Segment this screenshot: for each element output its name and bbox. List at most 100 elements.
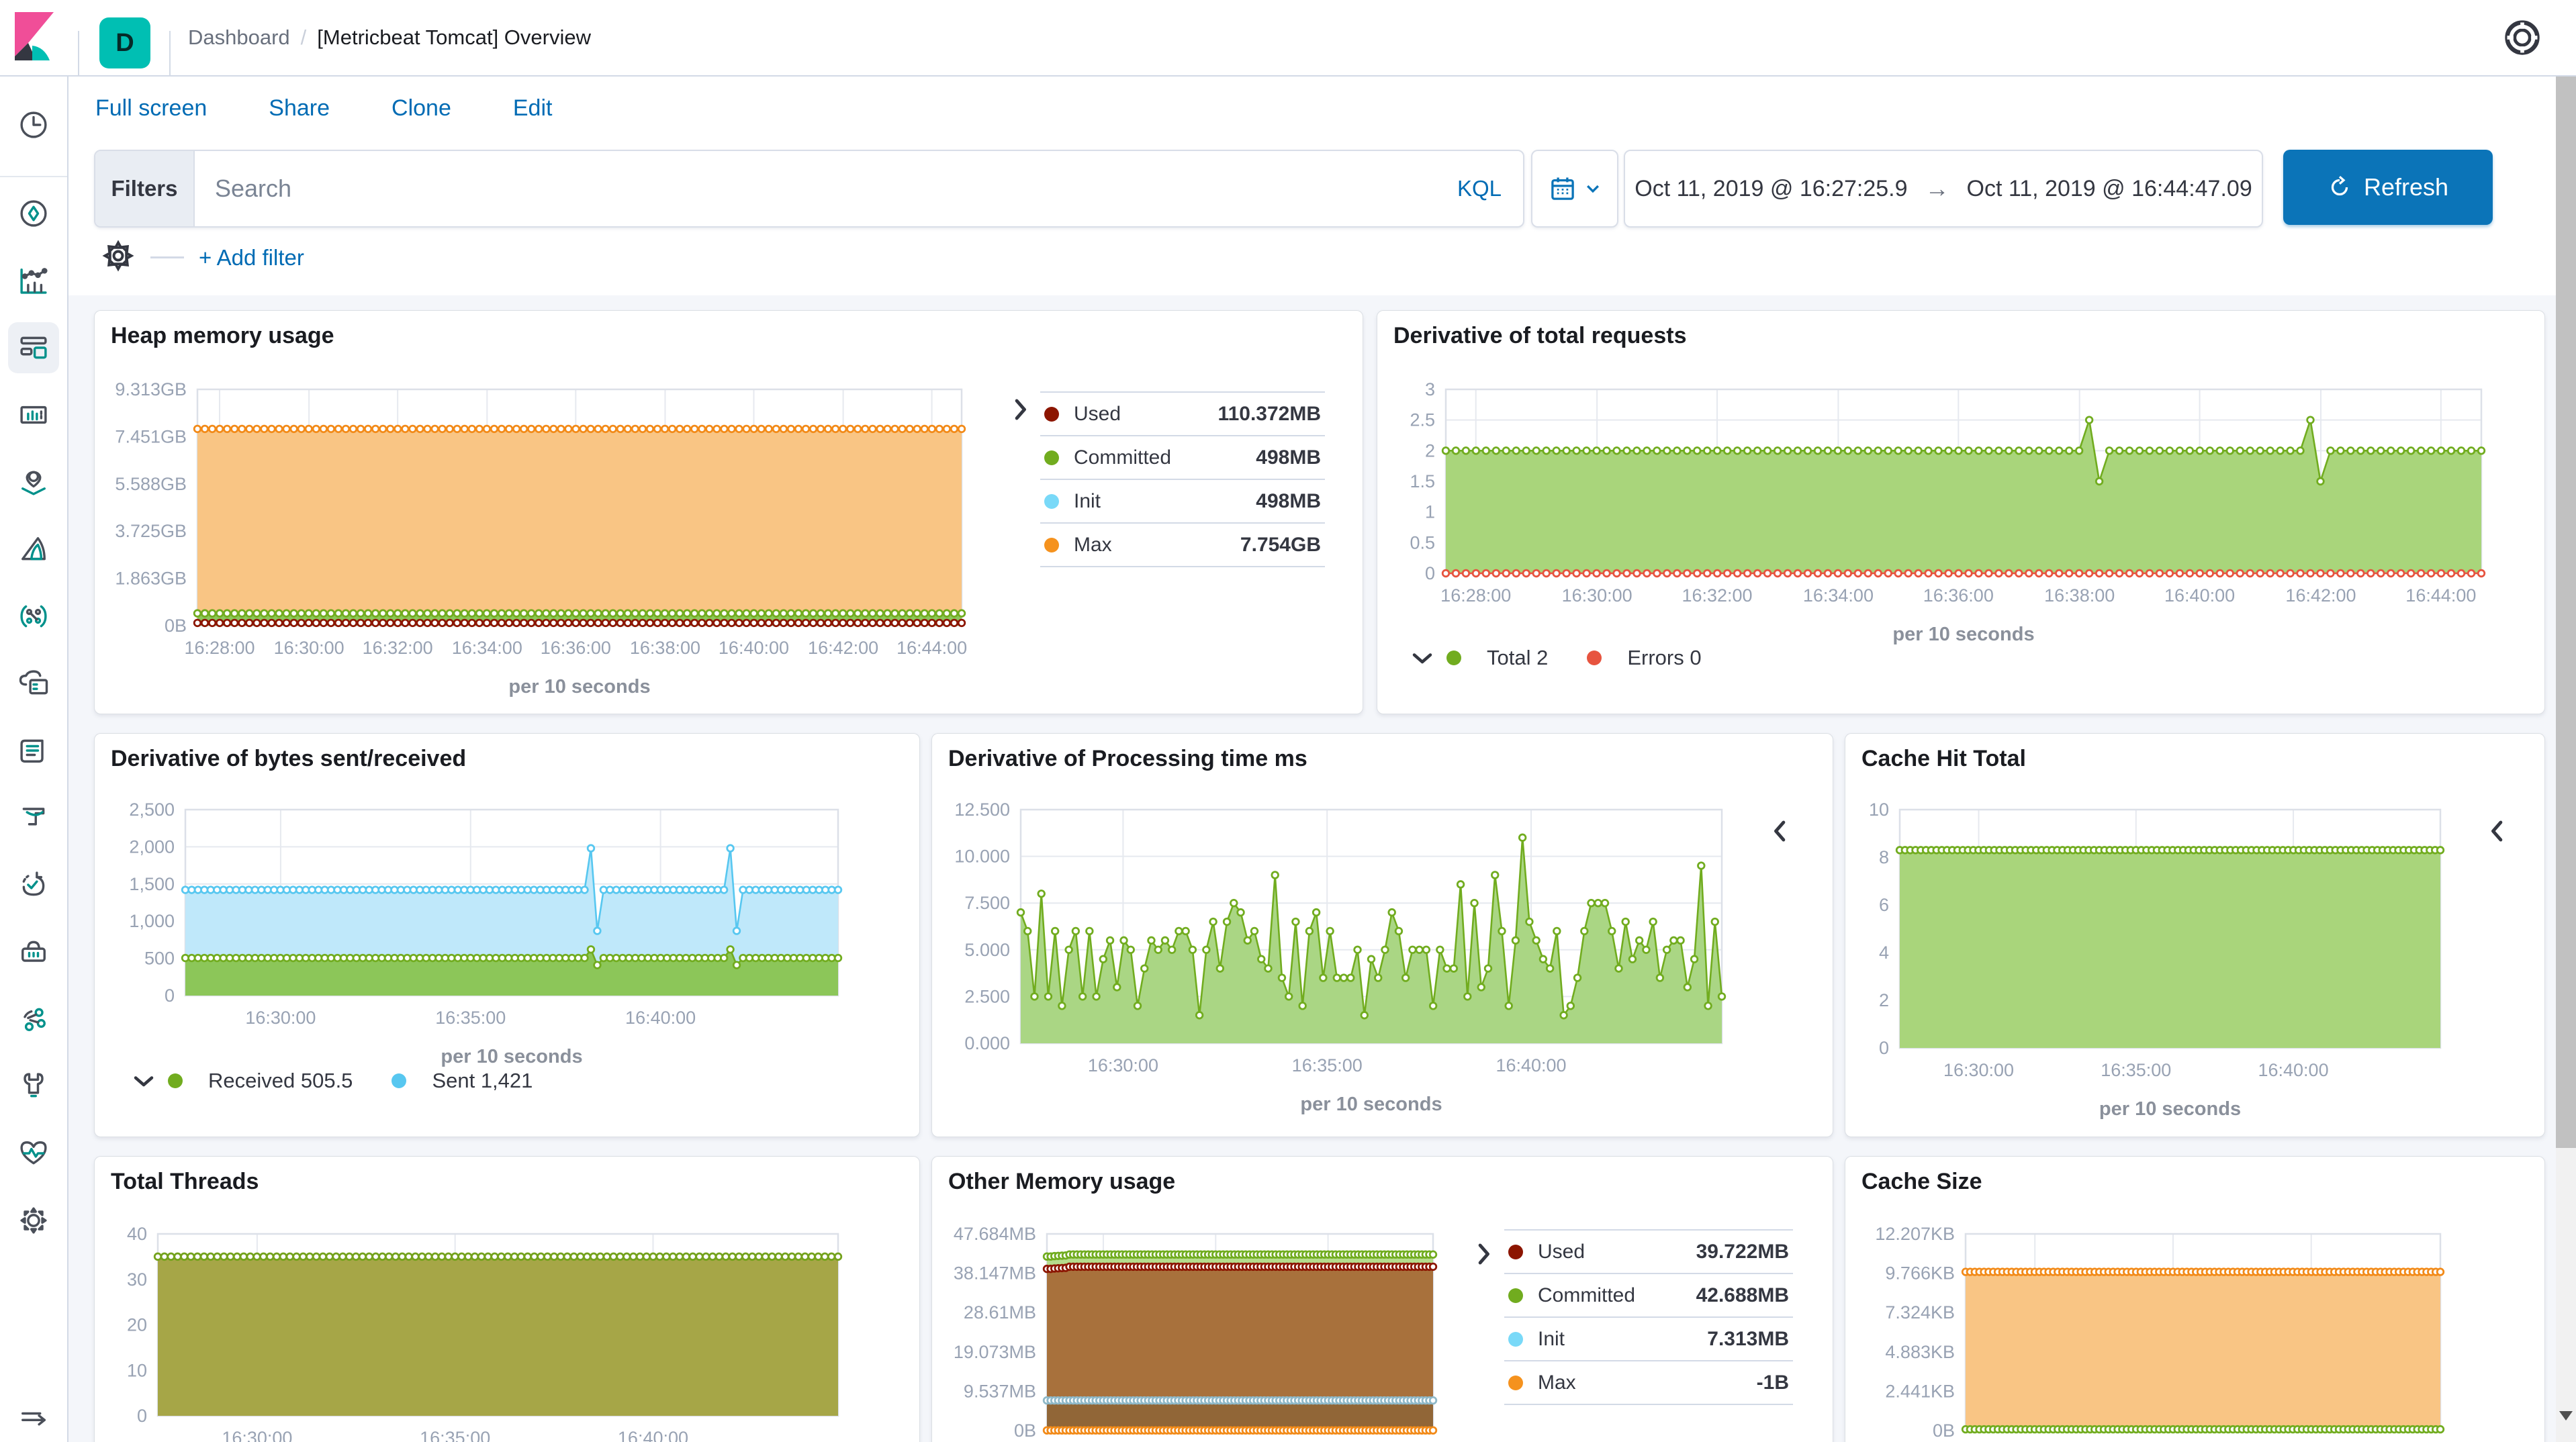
sidebar-item-discover[interactable] bbox=[8, 188, 59, 239]
svg-text:20: 20 bbox=[127, 1315, 147, 1335]
sidebar-item-graph[interactable] bbox=[8, 591, 59, 642]
legend-row-committed[interactable]: Committed 42.688MB bbox=[1504, 1273, 1793, 1316]
machine-learning-icon bbox=[16, 532, 51, 567]
svg-text:10: 10 bbox=[127, 1360, 147, 1380]
max-dot bbox=[1044, 538, 1059, 552]
gear-icon bbox=[16, 1203, 51, 1238]
edit-button[interactable]: Edit bbox=[513, 95, 553, 122]
svg-text:10: 10 bbox=[1869, 800, 1889, 820]
errors-dot bbox=[1587, 651, 1602, 665]
full-screen-button[interactable]: Full screen bbox=[95, 95, 207, 122]
svg-text:16:30:00: 16:30:00 bbox=[1088, 1055, 1158, 1075]
svg-text:16:34:00: 16:34:00 bbox=[452, 638, 522, 658]
svg-text:7.451GB: 7.451GB bbox=[115, 426, 187, 446]
time-range-start[interactable]: Oct 11, 2019 @ 16:27:25.9 bbox=[1635, 176, 1907, 202]
add-filter-button[interactable]: + Add filter bbox=[199, 245, 304, 271]
apm-icon bbox=[16, 800, 51, 835]
date-picker-button[interactable] bbox=[1531, 150, 1618, 228]
sidebar-item-machine-learning[interactable] bbox=[8, 524, 59, 575]
search-input[interactable] bbox=[195, 151, 1457, 226]
panel-title: Total Threads bbox=[111, 1169, 259, 1195]
svg-text:0B: 0B bbox=[1933, 1421, 1955, 1441]
svg-text:2,500: 2,500 bbox=[129, 800, 175, 820]
legend-label: Init bbox=[1538, 1328, 1707, 1351]
svg-text:2: 2 bbox=[1425, 440, 1435, 461]
chevron-down-icon bbox=[1584, 180, 1602, 197]
scrollbar-thumb[interactable] bbox=[2556, 54, 2576, 1148]
siem-lock-icon bbox=[16, 934, 51, 969]
share-button[interactable]: Share bbox=[269, 95, 330, 122]
legend-row-used[interactable]: Used 110.372MB bbox=[1040, 391, 1325, 435]
heap-legend: Used 110.372MB Committed 498MB Init 498M… bbox=[1040, 391, 1325, 567]
heap-legend-expand-chevron-right-icon[interactable] bbox=[1011, 396, 1029, 423]
sidebar-item-share-nodes[interactable] bbox=[8, 994, 59, 1045]
panel-title: Derivative of Processing time ms bbox=[948, 746, 1307, 772]
side-navigation bbox=[0, 75, 68, 1442]
sidebar-item-visualize[interactable] bbox=[8, 255, 59, 306]
sidebar-item-dashboard[interactable] bbox=[8, 322, 59, 373]
other-memory-legend-chevron-right-icon[interactable] bbox=[1475, 1241, 1492, 1267]
legend-item-errors[interactable]: Errors 0 bbox=[1587, 646, 1701, 670]
svg-text:47.684MB: 47.684MB bbox=[954, 1224, 1036, 1244]
svg-text:per 10 seconds: per 10 seconds bbox=[508, 676, 650, 698]
page-scrollbar[interactable] bbox=[2556, 0, 2576, 1442]
legend-row-max[interactable]: Max 7.754GB bbox=[1040, 522, 1325, 567]
svg-text:19.073MB: 19.073MB bbox=[954, 1342, 1036, 1362]
sidebar-item-management[interactable] bbox=[8, 1195, 59, 1246]
svg-text:3: 3 bbox=[1425, 379, 1435, 399]
panel-title: Heap memory usage bbox=[111, 323, 334, 349]
kql-selector[interactable]: KQL bbox=[1457, 151, 1523, 226]
svg-text:8: 8 bbox=[1879, 847, 1889, 867]
scrollbar-down-arrow-icon[interactable] bbox=[2559, 1411, 2573, 1421]
legend-row-max[interactable]: Max -1B bbox=[1504, 1360, 1793, 1405]
breadcrumb-current-page: [Metricbeat Tomcat] Overview bbox=[317, 26, 591, 50]
svg-text:28.61MB: 28.61MB bbox=[964, 1302, 1036, 1323]
cache-size-chart: 12.207KB9.766KB7.324KB4.883KB2.441KB0B16… bbox=[1966, 1234, 2440, 1431]
legend-row-committed[interactable]: Committed 498MB bbox=[1040, 435, 1325, 479]
svg-text:per 10 seconds: per 10 seconds bbox=[2099, 1098, 2241, 1120]
svg-text:6: 6 bbox=[1879, 895, 1889, 915]
breadcrumb-dashboard-link[interactable]: Dashboard bbox=[188, 26, 290, 50]
svg-text:0: 0 bbox=[1425, 563, 1435, 583]
sidebar-item-canvas[interactable] bbox=[8, 389, 59, 440]
sidebar-item-apm[interactable] bbox=[8, 792, 59, 843]
bar-chart-icon bbox=[16, 263, 51, 298]
sidebar-item-recently-viewed[interactable] bbox=[8, 99, 59, 150]
sidebar-collapse-button[interactable] bbox=[8, 1392, 59, 1442]
svg-text:16:28:00: 16:28:00 bbox=[1440, 585, 1511, 606]
time-range[interactable]: Oct 11, 2019 @ 16:27:25.9 → Oct 11, 2019… bbox=[1624, 150, 2263, 228]
filters-button[interactable]: Filters bbox=[95, 151, 195, 226]
clone-button[interactable]: Clone bbox=[392, 95, 451, 122]
filter-settings-gear-icon[interactable] bbox=[101, 238, 136, 277]
time-range-end[interactable]: Oct 11, 2019 @ 16:44:47.09 bbox=[1967, 176, 2252, 202]
refresh-button[interactable]: Refresh bbox=[2283, 150, 2493, 225]
svg-text:16:30:00: 16:30:00 bbox=[1562, 585, 1632, 606]
svg-text:16:35:00: 16:35:00 bbox=[2101, 1060, 2171, 1080]
legend-item-sent[interactable]: Sent 1,421 bbox=[392, 1069, 533, 1093]
legend-row-init[interactable]: Init 498MB bbox=[1040, 479, 1325, 522]
legend-row-init[interactable]: Init 7.313MB bbox=[1504, 1316, 1793, 1360]
sidebar-item-stack-monitoring[interactable] bbox=[8, 1128, 59, 1179]
svg-text:16:30:00: 16:30:00 bbox=[1943, 1060, 2014, 1080]
legend-collapse-chevron-down-icon[interactable] bbox=[132, 1072, 156, 1090]
legend-item-total[interactable]: Total 2 bbox=[1446, 646, 1548, 670]
sidebar-item-siem[interactable] bbox=[8, 926, 59, 977]
sidebar-item-maps[interactable] bbox=[8, 456, 59, 508]
committed-dot bbox=[1508, 1288, 1523, 1303]
processing-legend-chevron-left-icon[interactable] bbox=[1772, 818, 1789, 845]
sidebar-item-uptime[interactable] bbox=[8, 859, 59, 910]
svg-text:16:30:00: 16:30:00 bbox=[245, 1008, 316, 1028]
legend-collapse-chevron-down-icon[interactable] bbox=[1410, 649, 1434, 667]
legend-item-received[interactable]: Received 505.5 bbox=[168, 1069, 353, 1093]
space-avatar[interactable]: D bbox=[99, 17, 150, 68]
svg-text:1: 1 bbox=[1425, 502, 1435, 522]
svg-text:16:30:00: 16:30:00 bbox=[222, 1428, 292, 1442]
kibana-logo-icon[interactable] bbox=[15, 12, 54, 60]
sidebar-item-infrastructure[interactable] bbox=[8, 658, 59, 709]
legend-row-used[interactable]: Used 39.722MB bbox=[1504, 1229, 1793, 1273]
sidebar-item-logs[interactable] bbox=[8, 725, 59, 776]
svg-text:7.500: 7.500 bbox=[964, 893, 1010, 913]
cache-hit-legend-chevron-left-icon[interactable] bbox=[2489, 818, 2506, 845]
sidebar-item-dev-tools[interactable] bbox=[8, 1061, 59, 1112]
help-icon[interactable] bbox=[2502, 17, 2542, 58]
